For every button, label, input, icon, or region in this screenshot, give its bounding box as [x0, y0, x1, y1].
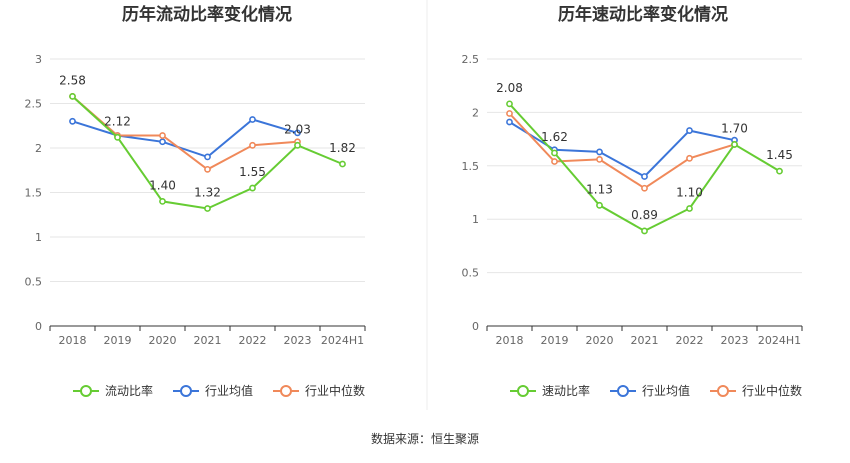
data-point-industry-median [249, 141, 256, 149]
x-tick-label: 2022 [239, 334, 267, 347]
y-tick-label: 2.5 [25, 98, 43, 111]
y-tick-label: 0 [472, 320, 479, 333]
legend-label: 行业均值 [205, 383, 253, 398]
x-tick-label: 2024H1 [758, 334, 801, 347]
x-tick-label: 2021 [194, 334, 222, 347]
y-tick-label: 1 [35, 231, 42, 244]
y-tick-label: 0.5 [25, 276, 43, 289]
quick-ratio-chart: 历年速动比率变化情况 0 0.5 1 1.5 2 2.5 2018 2019 2020 2021 20… [462, 4, 803, 398]
data-label: 1.13 [586, 182, 613, 196]
y-tick-label: 0 [35, 320, 42, 333]
y-tick-label: 0.5 [462, 267, 480, 280]
y-tick-label: 2.5 [462, 53, 480, 66]
data-label: 1.55 [239, 165, 266, 179]
data-point-industry-average [596, 148, 603, 156]
data-point-industry-average [686, 127, 693, 134]
legend-marker-icon [80, 385, 92, 397]
legend-item-main: 流动比率 [73, 383, 153, 398]
y-tick-label: 3 [35, 53, 42, 66]
series-line-industry-average [72, 118, 298, 159]
y-tick-label: 1.5 [462, 160, 480, 173]
data-source-note: 数据来源：恒生聚源 [370, 432, 479, 446]
data-point-industry-median [506, 110, 513, 117]
current-ratio-chart: 历年流动比率变化情况 0 0.5 1 1.5 2 2.5 3 2018 2019 2020 2021 2… [25, 4, 366, 398]
data-point-main [686, 205, 693, 212]
x-tick-label: 2023 [721, 334, 749, 347]
series-line-industry-median [71, 95, 298, 171]
data-point-main [249, 184, 256, 192]
legend-item-industry-average: 行业均值 [173, 383, 253, 398]
legend-label: 速动比率 [542, 383, 590, 398]
legend-item-industry-median: 行业中位数 [710, 383, 802, 398]
data-point-main [776, 167, 783, 175]
legend-marker-icon [280, 385, 292, 397]
data-label: 1.10 [676, 186, 703, 200]
data-label: 1.40 [149, 178, 176, 192]
data-point-main [69, 92, 76, 100]
legend-label: 行业中位数 [305, 383, 365, 398]
data-point-industry-median [159, 132, 166, 139]
legend-item-main: 速动比率 [510, 383, 590, 398]
legend-label: 流动比率 [105, 383, 153, 398]
data-label: 1.82 [329, 141, 356, 155]
data-point-industry-median [596, 155, 603, 163]
legend-label: 行业均值 [642, 383, 690, 398]
data-point-main [339, 160, 346, 168]
data-label: 1.45 [766, 148, 793, 162]
data-point-main [731, 141, 738, 148]
data-point-industry-average [506, 118, 513, 126]
data-point-industry-average [204, 153, 211, 161]
data-point-industry-median [204, 165, 211, 173]
data-point-industry-median [686, 154, 693, 162]
data-label: 1.70 [721, 121, 748, 135]
x-tick-label: 2019 [541, 334, 569, 347]
legend-marker-icon [617, 385, 629, 397]
x-tick-label: 2021 [631, 334, 659, 347]
data-point-main [114, 133, 121, 141]
y-tick-label: 2 [472, 106, 479, 119]
data-point-industry-average [69, 117, 76, 125]
x-tick-label: 2020 [586, 334, 614, 347]
data-label: 2.03 [284, 122, 311, 136]
data-point-main [159, 197, 166, 205]
legend-marker-icon [517, 385, 529, 397]
series-line-industry-median [508, 112, 735, 190]
y-tick-label: 1.5 [25, 187, 43, 200]
data-label: 2.12 [104, 114, 131, 128]
chart-title: 历年速动比率变化情况 [558, 4, 728, 25]
data-label: 1.62 [541, 130, 568, 144]
data-point-main [204, 205, 211, 212]
data-point-main [551, 149, 558, 157]
data-label: 2.58 [59, 73, 86, 87]
data-point-industry-average [641, 173, 648, 180]
data-point-industry-average [159, 138, 166, 146]
data-label: 1.32 [194, 186, 221, 200]
data-point-main [641, 227, 648, 235]
legend-marker-icon [717, 385, 729, 397]
x-tick-label: 2022 [676, 334, 704, 347]
data-point-industry-median [641, 184, 648, 192]
y-tick-label: 1 [472, 213, 479, 226]
data-point-industry-average [294, 129, 301, 137]
data-point-main [506, 100, 513, 108]
data-point-industry-median [551, 158, 558, 165]
data-point-main [294, 141, 301, 149]
legend-label: 行业中位数 [742, 383, 802, 398]
x-tick-label: 2020 [149, 334, 177, 347]
chart-title: 历年流动比率变化情况 [122, 4, 292, 25]
legend-item-industry-average: 行业均值 [610, 383, 690, 398]
x-tick-label: 2019 [104, 334, 132, 347]
data-label: 2.08 [496, 81, 523, 95]
x-tick-label: 2024H1 [321, 334, 364, 347]
x-tick-label: 2018 [59, 334, 87, 347]
legend-item-industry-median: 行业中位数 [273, 383, 365, 398]
data-label: 0.89 [631, 208, 658, 222]
x-tick-label: 2018 [496, 334, 524, 347]
data-point-industry-average [249, 116, 256, 123]
data-point-main [596, 201, 603, 209]
legend-marker-icon [180, 385, 192, 397]
x-tick-label: 2023 [284, 334, 312, 347]
y-tick-label: 2 [35, 142, 42, 155]
